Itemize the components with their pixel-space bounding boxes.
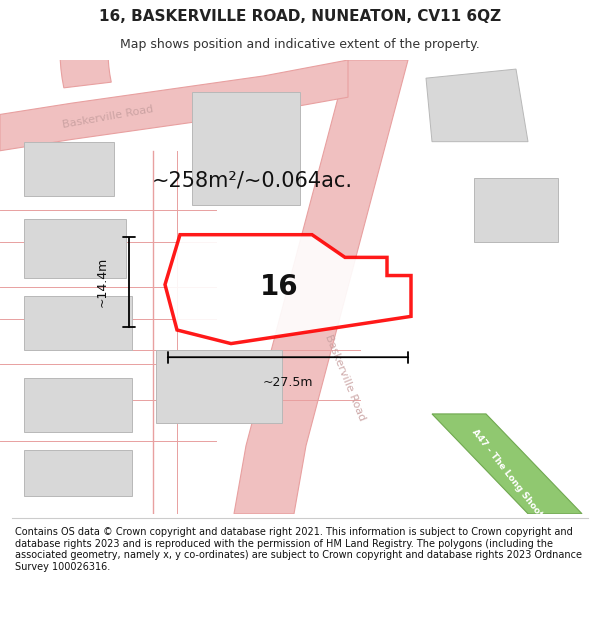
Polygon shape [426, 69, 528, 142]
Text: ~27.5m: ~27.5m [263, 376, 313, 389]
Text: ~14.4m: ~14.4m [95, 258, 109, 308]
Text: Baskerville Road: Baskerville Road [323, 333, 367, 422]
Polygon shape [24, 378, 132, 432]
Text: Contains OS data © Crown copyright and database right 2021. This information is : Contains OS data © Crown copyright and d… [15, 527, 582, 572]
Polygon shape [165, 235, 411, 344]
Polygon shape [156, 351, 282, 423]
Polygon shape [60, 0, 331, 88]
Text: ~258m²/~0.064ac.: ~258m²/~0.064ac. [151, 170, 353, 190]
Polygon shape [234, 60, 408, 514]
Text: A47 - The Long Shoot: A47 - The Long Shoot [470, 427, 544, 519]
Text: 16, BASKERVILLE ROAD, NUNEATON, CV11 6QZ: 16, BASKERVILLE ROAD, NUNEATON, CV11 6QZ [99, 9, 501, 24]
Polygon shape [0, 60, 348, 151]
Text: Map shows position and indicative extent of the property.: Map shows position and indicative extent… [120, 38, 480, 51]
Polygon shape [432, 414, 582, 514]
Text: Baskerville Road: Baskerville Road [62, 104, 154, 129]
Polygon shape [24, 142, 114, 196]
Text: 16: 16 [260, 273, 298, 301]
Polygon shape [24, 219, 126, 278]
Polygon shape [474, 178, 558, 241]
Polygon shape [24, 296, 132, 351]
Polygon shape [192, 92, 300, 205]
Polygon shape [24, 450, 132, 496]
